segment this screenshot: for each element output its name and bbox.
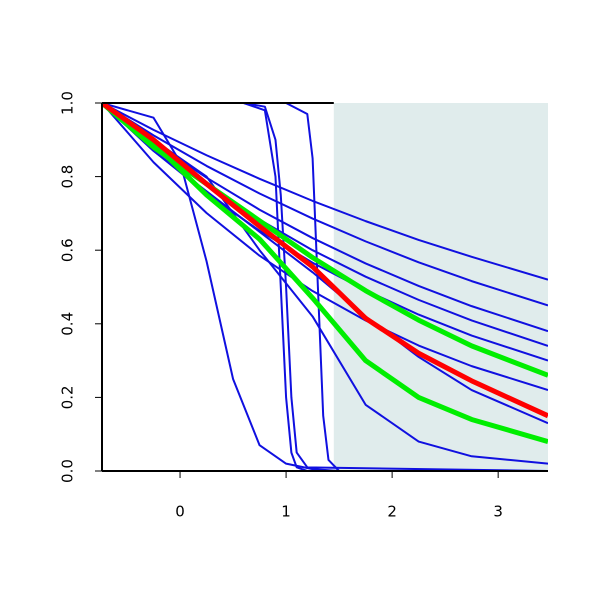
line-series xyxy=(102,103,548,471)
plot-area xyxy=(102,103,548,471)
y-tick-label: 0.0 xyxy=(59,459,77,483)
x-tick-label: 0 xyxy=(175,503,185,521)
y-tick-label: 0.6 xyxy=(59,238,77,262)
line-series xyxy=(102,103,548,444)
y-tick-label: 1.0 xyxy=(59,91,77,115)
y-tick-label: 0.8 xyxy=(59,165,77,189)
line-series xyxy=(102,103,548,419)
y-tick-label: 0.2 xyxy=(59,385,77,409)
x-tick-label: 1 xyxy=(281,503,291,521)
y-tick-label: 0.4 xyxy=(59,312,77,336)
line-series xyxy=(102,103,548,391)
shaded-region xyxy=(333,103,548,471)
line-series xyxy=(102,103,548,425)
x-tick-label: 3 xyxy=(493,503,503,521)
line-series xyxy=(102,103,548,281)
line-series xyxy=(102,103,548,471)
line-series xyxy=(102,103,548,471)
x-tick-label: 2 xyxy=(387,503,397,521)
